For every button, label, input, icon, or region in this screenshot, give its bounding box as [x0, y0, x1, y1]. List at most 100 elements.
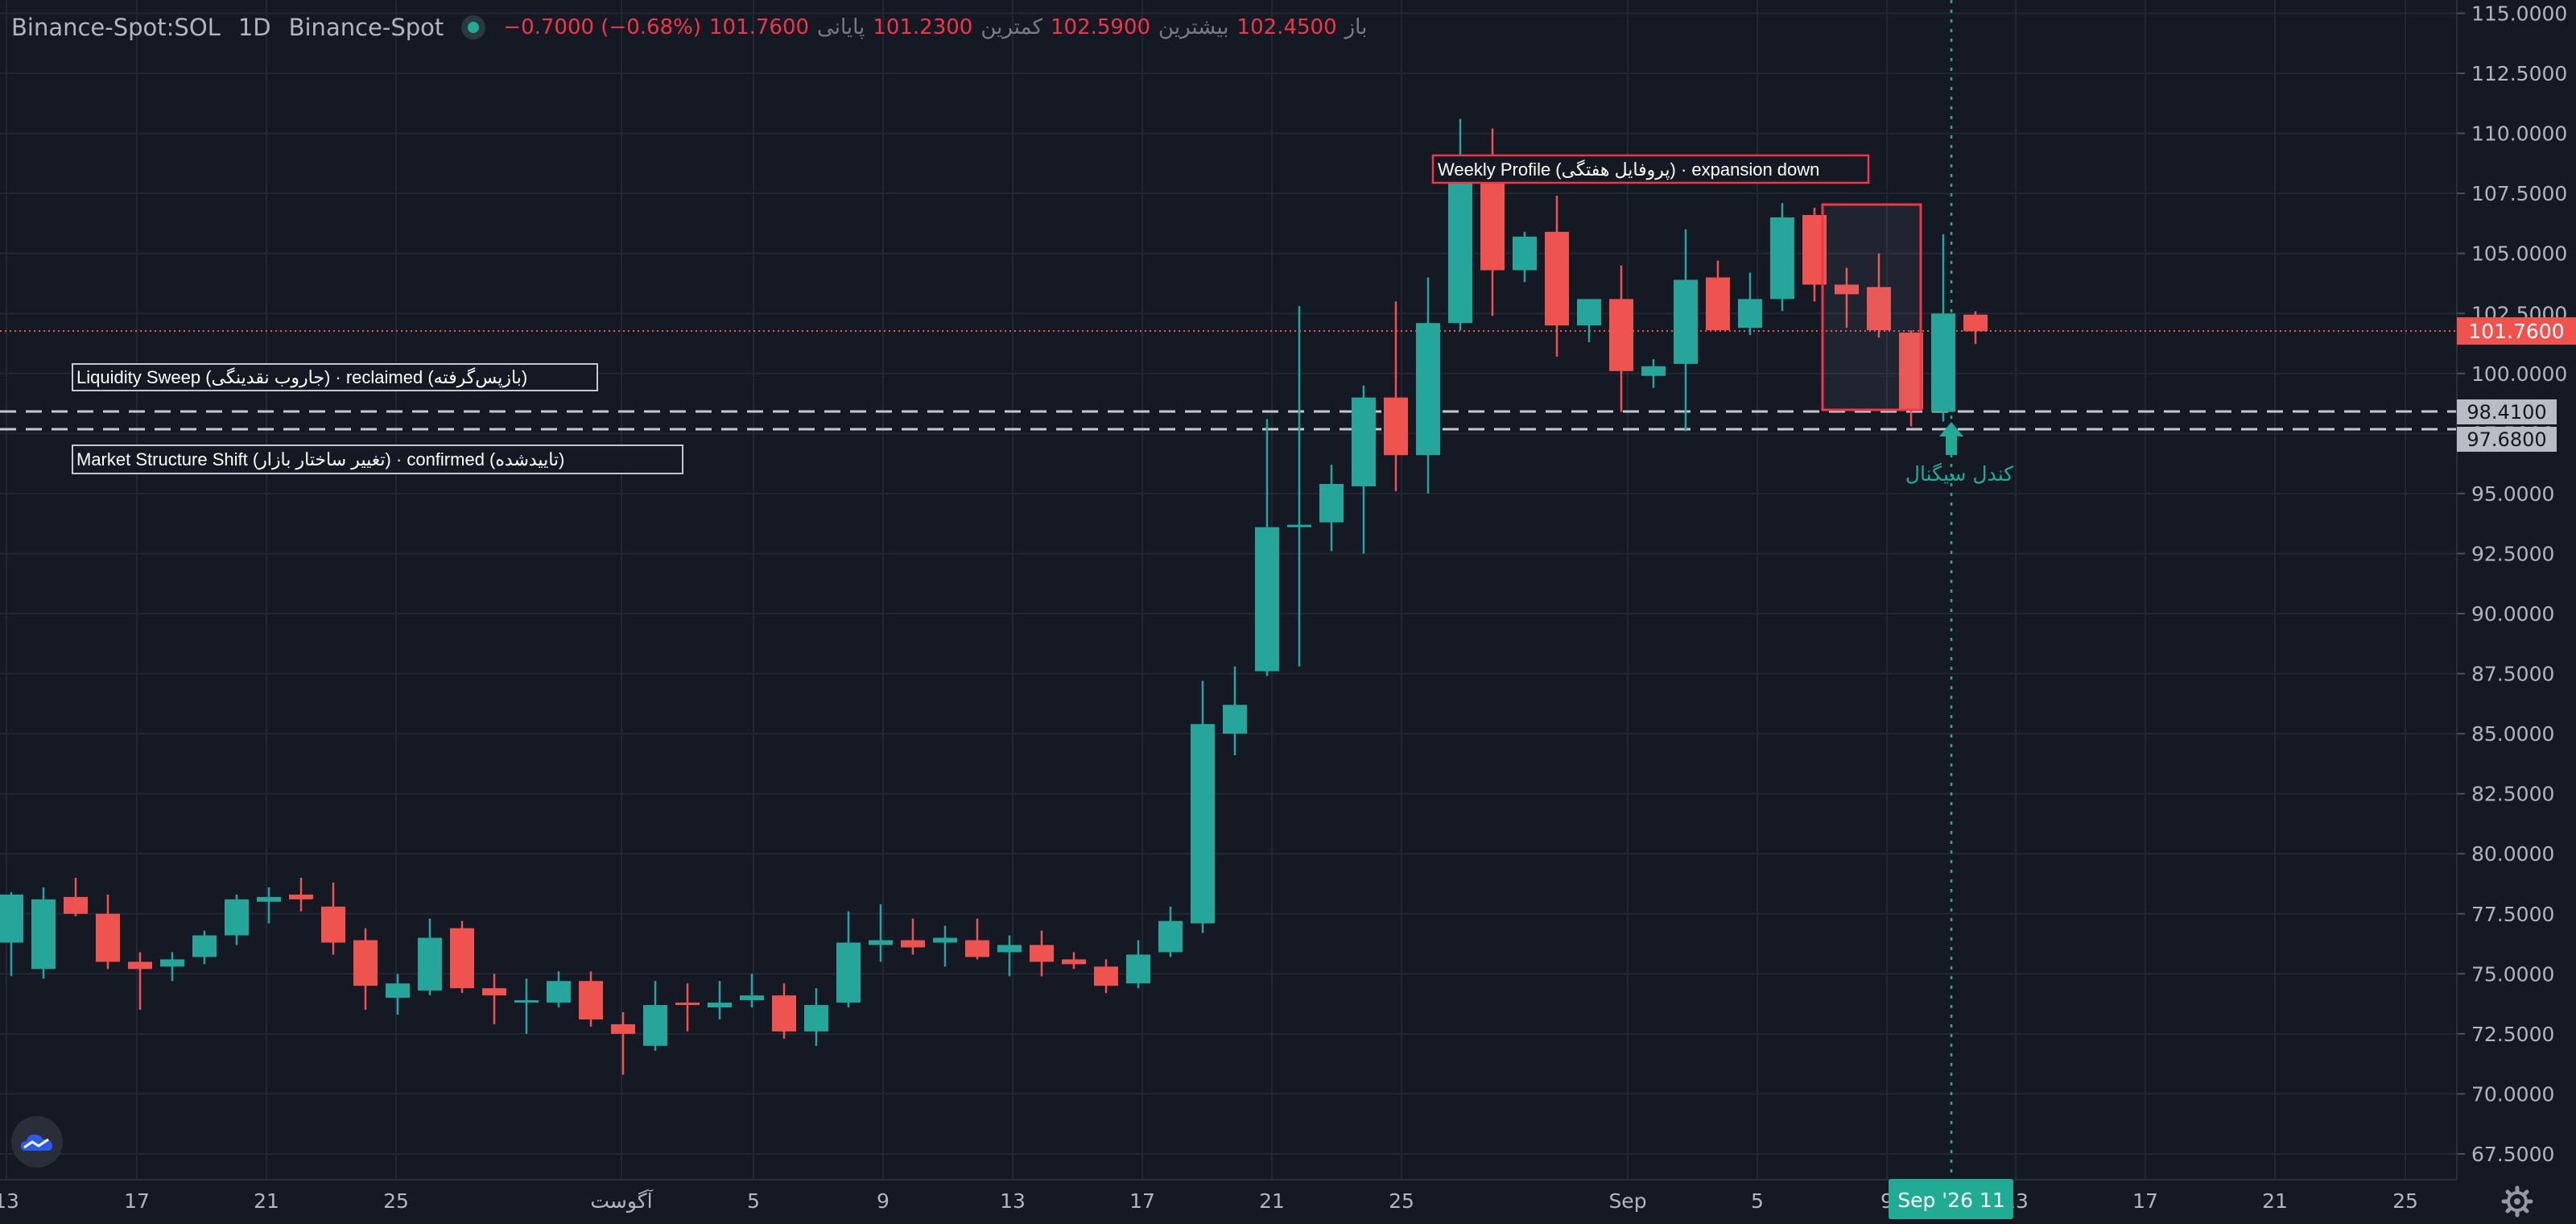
- weekly-profile-box[interactable]: [1431, 154, 1870, 184]
- candle: [1770, 203, 1794, 312]
- candle: [1674, 229, 1698, 432]
- time-axis[interactable]: 13 17 21 25 آگوست 5 9 13 17 21 25 Sep 5 9 13 17 21 25 Sep…: [0, 1179, 2457, 1219]
- mss-label: Market Structure Shift (تغییر ساختار باز…: [76, 449, 564, 470]
- candle: [547, 971, 571, 1008]
- candle-body: [675, 1003, 700, 1006]
- candle-body: [0, 894, 23, 943]
- candle-body: [128, 961, 152, 970]
- time-tick-label: 5: [747, 1189, 760, 1213]
- price-tick-label: 87.5000: [2471, 663, 2554, 686]
- candle-body: [289, 894, 313, 899]
- liquidity-sweep-box[interactable]: [72, 363, 598, 391]
- price-tick-label: 70.0000: [2471, 1082, 2554, 1106]
- price-tick-label: 92.5000: [2471, 542, 2554, 565]
- tradingview-cloud-icon[interactable]: [11, 1116, 63, 1168]
- candle: [1577, 299, 1601, 343]
- candle-body: [1738, 299, 1762, 329]
- candle: [353, 928, 378, 1011]
- candle-body: [96, 913, 120, 962]
- time-tick-label: آگوست: [590, 1189, 653, 1213]
- candle: [450, 920, 474, 994]
- candle-body: [31, 899, 56, 970]
- candle: [643, 981, 667, 1051]
- candle-body: [547, 981, 571, 1003]
- candle: [1126, 940, 1150, 989]
- candle: [225, 894, 249, 945]
- candle: [836, 911, 861, 1008]
- price-tick-label: 105.0000: [2471, 242, 2567, 266]
- market-status-icon[interactable]: [461, 15, 486, 39]
- candle: [482, 974, 506, 1024]
- level-1-value: 98.4100: [2467, 401, 2546, 424]
- price-tick-label: 115.0000: [2471, 2, 2567, 26]
- candle-body: [1319, 483, 1344, 523]
- candle-body: [1384, 397, 1408, 456]
- gear-icon[interactable]: [2501, 1185, 2533, 1218]
- candle-body: [1545, 231, 1569, 326]
- candle: [1835, 267, 1859, 329]
- candle: [1352, 385, 1376, 554]
- time-tick-label: Sep: [1608, 1189, 1646, 1213]
- price-tick-label: 80.0000: [2471, 842, 2554, 866]
- candle-body: [64, 896, 88, 914]
- close-value: 101.7600: [708, 15, 810, 39]
- candle: [64, 878, 88, 916]
- candle-body: [225, 899, 249, 936]
- open-value: 102.4500: [1236, 15, 1337, 39]
- open-label: باز: [1344, 15, 1368, 39]
- candle-body: [514, 1000, 539, 1003]
- weekly-profile-label: Weekly Profile (پروفایل هفتگی) · expansi…: [1438, 159, 1819, 180]
- candle: [1287, 306, 1311, 667]
- candle: [869, 904, 893, 962]
- candle-body: [1158, 920, 1183, 953]
- candle-body: [611, 1023, 635, 1034]
- candle: [1319, 465, 1344, 552]
- candle: [418, 918, 442, 996]
- interval[interactable]: 1D: [237, 14, 271, 41]
- candle: [192, 930, 217, 965]
- candle: [31, 887, 56, 979]
- candle: [1641, 358, 1666, 388]
- candle-body: [740, 995, 764, 1001]
- crosshair-date-tag: [1889, 1179, 2013, 1219]
- candle: [96, 894, 120, 970]
- candle-body: [1609, 299, 1633, 371]
- candle: [1158, 906, 1183, 957]
- candle: [708, 981, 732, 1019]
- candle-body: [1255, 527, 1279, 672]
- price-tick-label: 100.0000: [2471, 362, 2567, 386]
- candle: [611, 1012, 635, 1075]
- price-levels: [0, 330, 2457, 431]
- candle-body: [1352, 397, 1376, 486]
- candle-body: [192, 935, 217, 957]
- liquidity-sweep-label: Liquidity Sweep (جاروب نقدینگی) · reclai…: [76, 367, 527, 388]
- candle-body: [1770, 217, 1794, 300]
- candle: [579, 971, 603, 1027]
- mss-box[interactable]: [72, 445, 683, 474]
- price-tick-label: 95.0000: [2471, 482, 2554, 506]
- time-tick-label: 9: [877, 1189, 890, 1213]
- candle: [1706, 260, 1730, 331]
- time-tick-label: 17: [2132, 1189, 2158, 1213]
- symbol-legend: Binance-Spot:SOL 1D Binance-Spot باز 102…: [11, 11, 1367, 43]
- candle-body: [965, 940, 989, 957]
- candle: [965, 918, 989, 960]
- candle-body: [1706, 277, 1730, 331]
- candle: [1899, 330, 1923, 427]
- symbol-name[interactable]: Binance-Spot:SOL: [11, 14, 221, 41]
- candle: [675, 983, 700, 1032]
- crosshair-date: Sep '26 11: [1897, 1189, 2005, 1212]
- candle-body: [160, 959, 184, 967]
- time-tick-label: 25: [2392, 1189, 2418, 1213]
- candle: [1867, 253, 1891, 338]
- up-arrow-icon: [1939, 422, 1963, 455]
- candle: [257, 887, 281, 924]
- candle: [0, 891, 23, 977]
- chart-grid: [0, 0, 2457, 1180]
- price-axis-ticks: 67.5000 70.0000 72.5000 75.0000 77.5000 80.00…: [2457, 2, 2567, 1166]
- candle-body: [1899, 333, 1923, 410]
- candle-body: [901, 940, 925, 948]
- price-axis[interactable]: 67.5000 70.0000 72.5000 75.0000 77.5000 80.00…: [2456, 0, 2576, 1180]
- signal-label: کندل سیگنال: [1905, 462, 2013, 486]
